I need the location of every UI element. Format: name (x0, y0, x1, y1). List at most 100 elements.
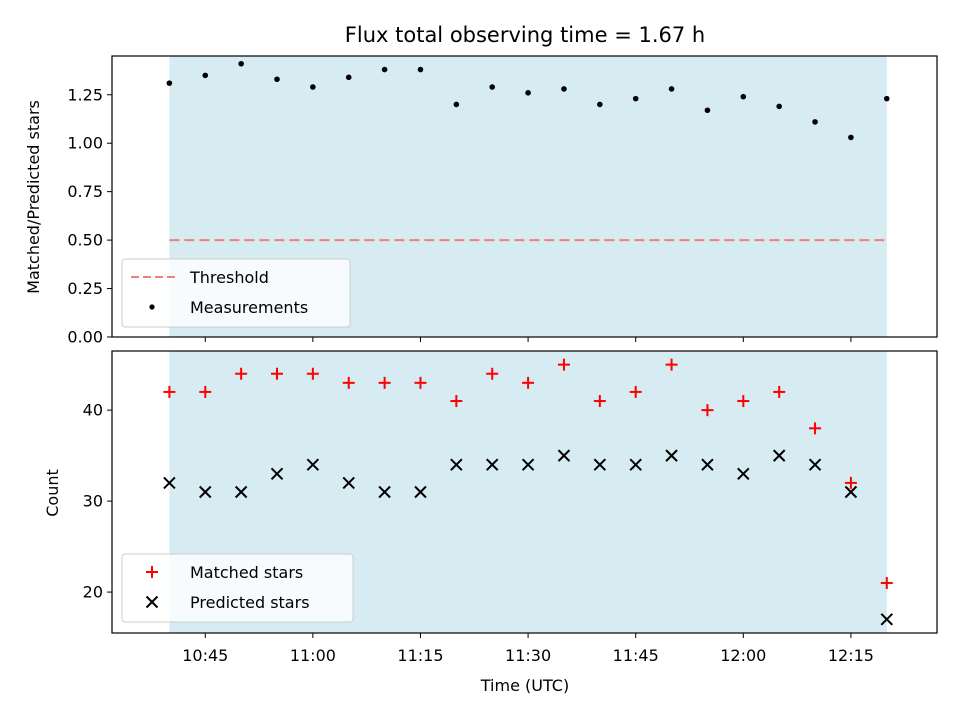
measurement-point (417, 66, 424, 73)
measurement-point (345, 74, 352, 81)
measurement-point (166, 80, 173, 86)
count-legend: Matched stars Predicted stars (121, 553, 354, 623)
matched-point (557, 358, 570, 371)
ratio-legend-box (121, 258, 351, 328)
y-tick-label: 0.00 (67, 328, 103, 347)
x-marker-b (378, 485, 391, 499)
x-marker-b (450, 458, 463, 471)
predicted-point (701, 458, 714, 471)
x-marker-b (737, 467, 750, 481)
predicted-point (378, 485, 391, 499)
x-marker-b (880, 613, 893, 626)
ratio-y-ticks: 0.00 0.25 0.50 0.75 1.00 1.25 (67, 85, 112, 347)
predicted-point (450, 458, 463, 471)
measurement-point (883, 95, 890, 102)
measurement-point (848, 134, 854, 141)
matched-point (235, 367, 248, 380)
matched-points (163, 358, 893, 589)
matched-point (809, 422, 822, 435)
count-y-axis-label: Count (43, 469, 62, 517)
matched-point (737, 395, 750, 408)
x-marker-b (270, 467, 284, 481)
matched-point (593, 395, 606, 408)
matched-point (414, 376, 427, 389)
x-marker-b (557, 449, 571, 462)
predicted-point (772, 449, 786, 462)
legend-threshold-label: Threshold (189, 268, 269, 287)
matched-point (629, 385, 642, 398)
x-marker-b (145, 595, 159, 609)
predicted-point (306, 458, 320, 471)
legend-x (145, 595, 159, 609)
matched-point (163, 385, 176, 398)
x-marker-b (808, 458, 822, 471)
predicted-point (234, 485, 248, 499)
predicted-point (557, 449, 571, 462)
chart-title: Flux total observing time = 1.67 h (345, 23, 705, 47)
x-marker-b (701, 458, 714, 471)
matched-point (271, 367, 283, 380)
measurement-point (740, 93, 747, 100)
measurement-point (561, 86, 567, 92)
predicted-point (737, 467, 750, 481)
predicted-point (808, 458, 822, 471)
matched-point (199, 385, 212, 398)
x-tick-label: 11:15 (397, 646, 443, 665)
predicted-point (593, 458, 607, 471)
matched-point (701, 404, 714, 417)
x-marker-b (163, 476, 176, 490)
ratio-x-ticks (204, 337, 852, 342)
matched-point (844, 476, 857, 489)
x-tick-label: 11:00 (290, 646, 336, 665)
count-legend-box (121, 553, 354, 623)
matched-point (522, 376, 535, 389)
x-tick-label: 12:15 (828, 646, 874, 665)
x-marker-b (414, 485, 427, 499)
matched-point (342, 376, 355, 389)
ratio-y-axis-label: Matched/Predicted stars (24, 100, 43, 294)
count-axes-frame (111, 350, 938, 634)
measurement-point (525, 90, 531, 96)
predicted-point (199, 485, 212, 499)
x-marker-b (234, 485, 248, 499)
x-marker-b (306, 458, 320, 471)
measurement-points (166, 60, 890, 141)
y-tick-label: 0.75 (67, 182, 103, 201)
predicted-points (163, 449, 893, 626)
predicted-point (486, 458, 499, 471)
measurement-point (274, 76, 280, 83)
y-tick-label: 1.25 (67, 85, 103, 104)
measurement-point (202, 72, 209, 79)
y-tick-label: 0.50 (67, 231, 103, 250)
y-tick-label: 40 (83, 401, 103, 420)
x-marker-b (772, 449, 786, 462)
predicted-point (270, 467, 284, 481)
measurement-point (310, 84, 316, 90)
legend-matched-swatch (146, 566, 158, 578)
legend-matched-label: Matched stars (190, 563, 303, 582)
ratio-legend: Threshold Measurements (121, 258, 351, 328)
x-marker-b (199, 485, 212, 499)
predicted-point (880, 613, 893, 626)
x-marker-b (665, 449, 678, 462)
x-tick-label: 10:45 (182, 646, 228, 665)
matched-point (665, 358, 678, 371)
y-tick-label: 20 (83, 583, 103, 602)
measurement-point (453, 101, 460, 108)
measurement-point (776, 103, 782, 110)
x-marker-b (593, 458, 607, 471)
x-marker-b (486, 458, 499, 471)
x-marker-b (521, 458, 535, 471)
ratio-axes-frame (111, 55, 938, 338)
x-marker-b (629, 458, 642, 471)
measurement-point (489, 84, 496, 90)
predicted-point (414, 485, 427, 499)
y-tick-label: 0.25 (67, 279, 103, 298)
matched-point (880, 576, 893, 589)
matched-point (450, 395, 463, 408)
matched-point (378, 376, 391, 389)
predicted-point (844, 485, 858, 499)
measurement-point (381, 66, 388, 73)
measurement-point (238, 60, 244, 67)
